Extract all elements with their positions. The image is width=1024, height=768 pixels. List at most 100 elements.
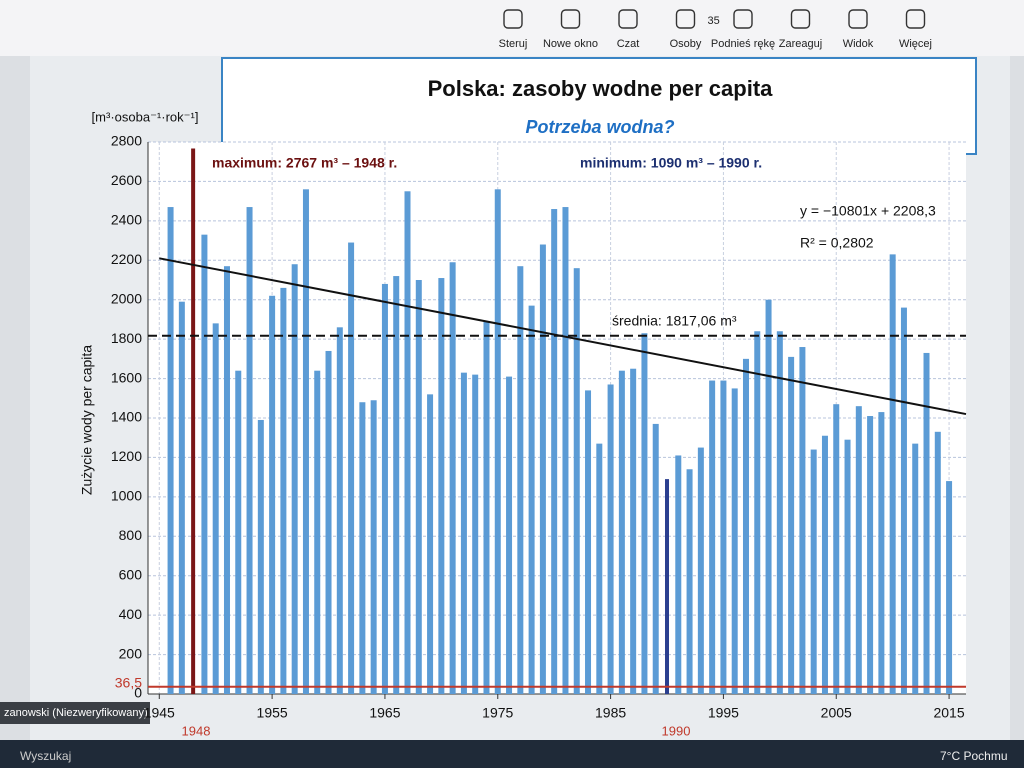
bar bbox=[934, 431, 941, 694]
bar bbox=[742, 358, 749, 694]
bar bbox=[201, 234, 208, 694]
toolbar-icon[interactable] bbox=[560, 9, 581, 29]
bar bbox=[460, 372, 467, 694]
bar bbox=[539, 244, 546, 694]
toolbar-label[interactable]: Czat bbox=[617, 38, 640, 50]
bar bbox=[517, 266, 524, 694]
bar bbox=[494, 189, 501, 695]
bar bbox=[336, 327, 343, 694]
toolbar-label[interactable]: Widok bbox=[843, 38, 874, 50]
equation: y = −10801x + 2208,3 bbox=[800, 203, 936, 219]
people-count: 35 bbox=[708, 15, 720, 27]
bar bbox=[257, 419, 264, 694]
bar bbox=[370, 400, 377, 694]
bar bbox=[359, 402, 366, 694]
x-tick-label: 2015 bbox=[933, 705, 964, 721]
presenter-tag bbox=[0, 702, 150, 724]
x-tick-label: 1945 bbox=[144, 705, 175, 721]
y-unit: [m³·osoba⁻¹·rok⁻¹] bbox=[92, 109, 199, 124]
bar bbox=[393, 276, 400, 694]
y-tick-label: 600 bbox=[119, 566, 143, 582]
toolbar-icon[interactable] bbox=[618, 9, 638, 29]
y-tick-label: 800 bbox=[119, 527, 143, 543]
title-box bbox=[221, 57, 977, 155]
r-squared: R² = 0,2802 bbox=[800, 235, 874, 251]
bar bbox=[314, 370, 321, 694]
bar bbox=[946, 481, 953, 694]
toolbar-label[interactable]: Osoby bbox=[670, 38, 702, 50]
y-axis-title: Zużycie wody per capita bbox=[79, 345, 95, 495]
taskbar bbox=[0, 740, 1024, 768]
bar bbox=[844, 439, 851, 694]
mean-label: średnia: 1817,06 m³ bbox=[612, 312, 737, 328]
y-tick-label: 1000 bbox=[111, 488, 142, 504]
y-tick-label: 200 bbox=[119, 645, 143, 661]
min-label: minimum: 1090 m³ – 1990 r. bbox=[580, 155, 762, 171]
bar bbox=[438, 278, 445, 694]
y-tick-label: 2000 bbox=[111, 290, 142, 306]
toolbar-icon[interactable] bbox=[848, 9, 868, 29]
chart-title: Polska: zasoby wodne per capita bbox=[428, 76, 774, 101]
toolbar-label[interactable]: Podnieś rękę bbox=[711, 38, 775, 50]
toolbar-icon[interactable] bbox=[733, 9, 753, 29]
bar bbox=[754, 331, 761, 694]
bar bbox=[269, 295, 276, 694]
bar bbox=[551, 209, 558, 694]
bar bbox=[686, 469, 693, 694]
bar bbox=[607, 384, 614, 694]
bar bbox=[810, 449, 817, 694]
bar bbox=[652, 423, 659, 694]
bar bbox=[900, 307, 907, 694]
y-tick-label: 2800 bbox=[111, 133, 142, 149]
y-tick-label: 0 bbox=[134, 685, 142, 701]
bar bbox=[630, 368, 637, 694]
bar bbox=[731, 388, 738, 694]
x-tick-label: 1975 bbox=[482, 705, 513, 721]
bar bbox=[235, 370, 242, 694]
toolbar-icon[interactable] bbox=[905, 9, 926, 29]
bar bbox=[427, 394, 434, 694]
y-tick-label: 2600 bbox=[111, 172, 142, 188]
bar bbox=[302, 189, 309, 695]
toolbar-icon[interactable] bbox=[790, 9, 811, 29]
bar bbox=[855, 406, 862, 694]
bar bbox=[404, 191, 411, 695]
y-tick-label: 1400 bbox=[111, 409, 142, 425]
y-tick-label: 1800 bbox=[111, 330, 142, 346]
x-tick-label: 2005 bbox=[821, 705, 852, 721]
bar bbox=[878, 412, 885, 694]
bar bbox=[528, 305, 535, 694]
trend-line bbox=[159, 257, 967, 416]
bar bbox=[867, 416, 874, 694]
reference-label: 36,5 bbox=[115, 675, 142, 691]
toolbar-icon[interactable] bbox=[503, 9, 523, 29]
bar bbox=[618, 370, 625, 694]
toolbar-icon[interactable] bbox=[675, 9, 696, 29]
bar bbox=[665, 479, 670, 694]
toolbar-label[interactable]: Więcej bbox=[899, 38, 932, 50]
bar bbox=[178, 301, 185, 694]
bar bbox=[562, 207, 569, 695]
bar bbox=[889, 254, 896, 694]
bar bbox=[821, 435, 828, 694]
bar bbox=[291, 264, 298, 694]
x-tick-label: 1955 bbox=[257, 705, 288, 721]
toolbar-label[interactable]: Steruj bbox=[499, 38, 528, 50]
x-tick-label: 1985 bbox=[595, 705, 626, 721]
axis-mark: 1948 bbox=[182, 723, 211, 738]
toolbar-label[interactable]: Zareaguj bbox=[779, 38, 822, 50]
max-label: maximum: 2767 m³ – 1948 r. bbox=[212, 155, 397, 171]
y-tick-label: 2400 bbox=[111, 212, 142, 228]
axis-mark: 1990 bbox=[662, 723, 691, 738]
toolbar-label[interactable]: Nowe okno bbox=[543, 38, 598, 50]
bar bbox=[709, 380, 716, 694]
search[interactable]: Wyszukaj bbox=[20, 749, 71, 763]
bar bbox=[348, 242, 355, 695]
bar bbox=[596, 443, 603, 694]
bar bbox=[585, 390, 592, 694]
bar bbox=[167, 207, 174, 695]
bar bbox=[506, 376, 513, 694]
bar bbox=[923, 352, 930, 694]
